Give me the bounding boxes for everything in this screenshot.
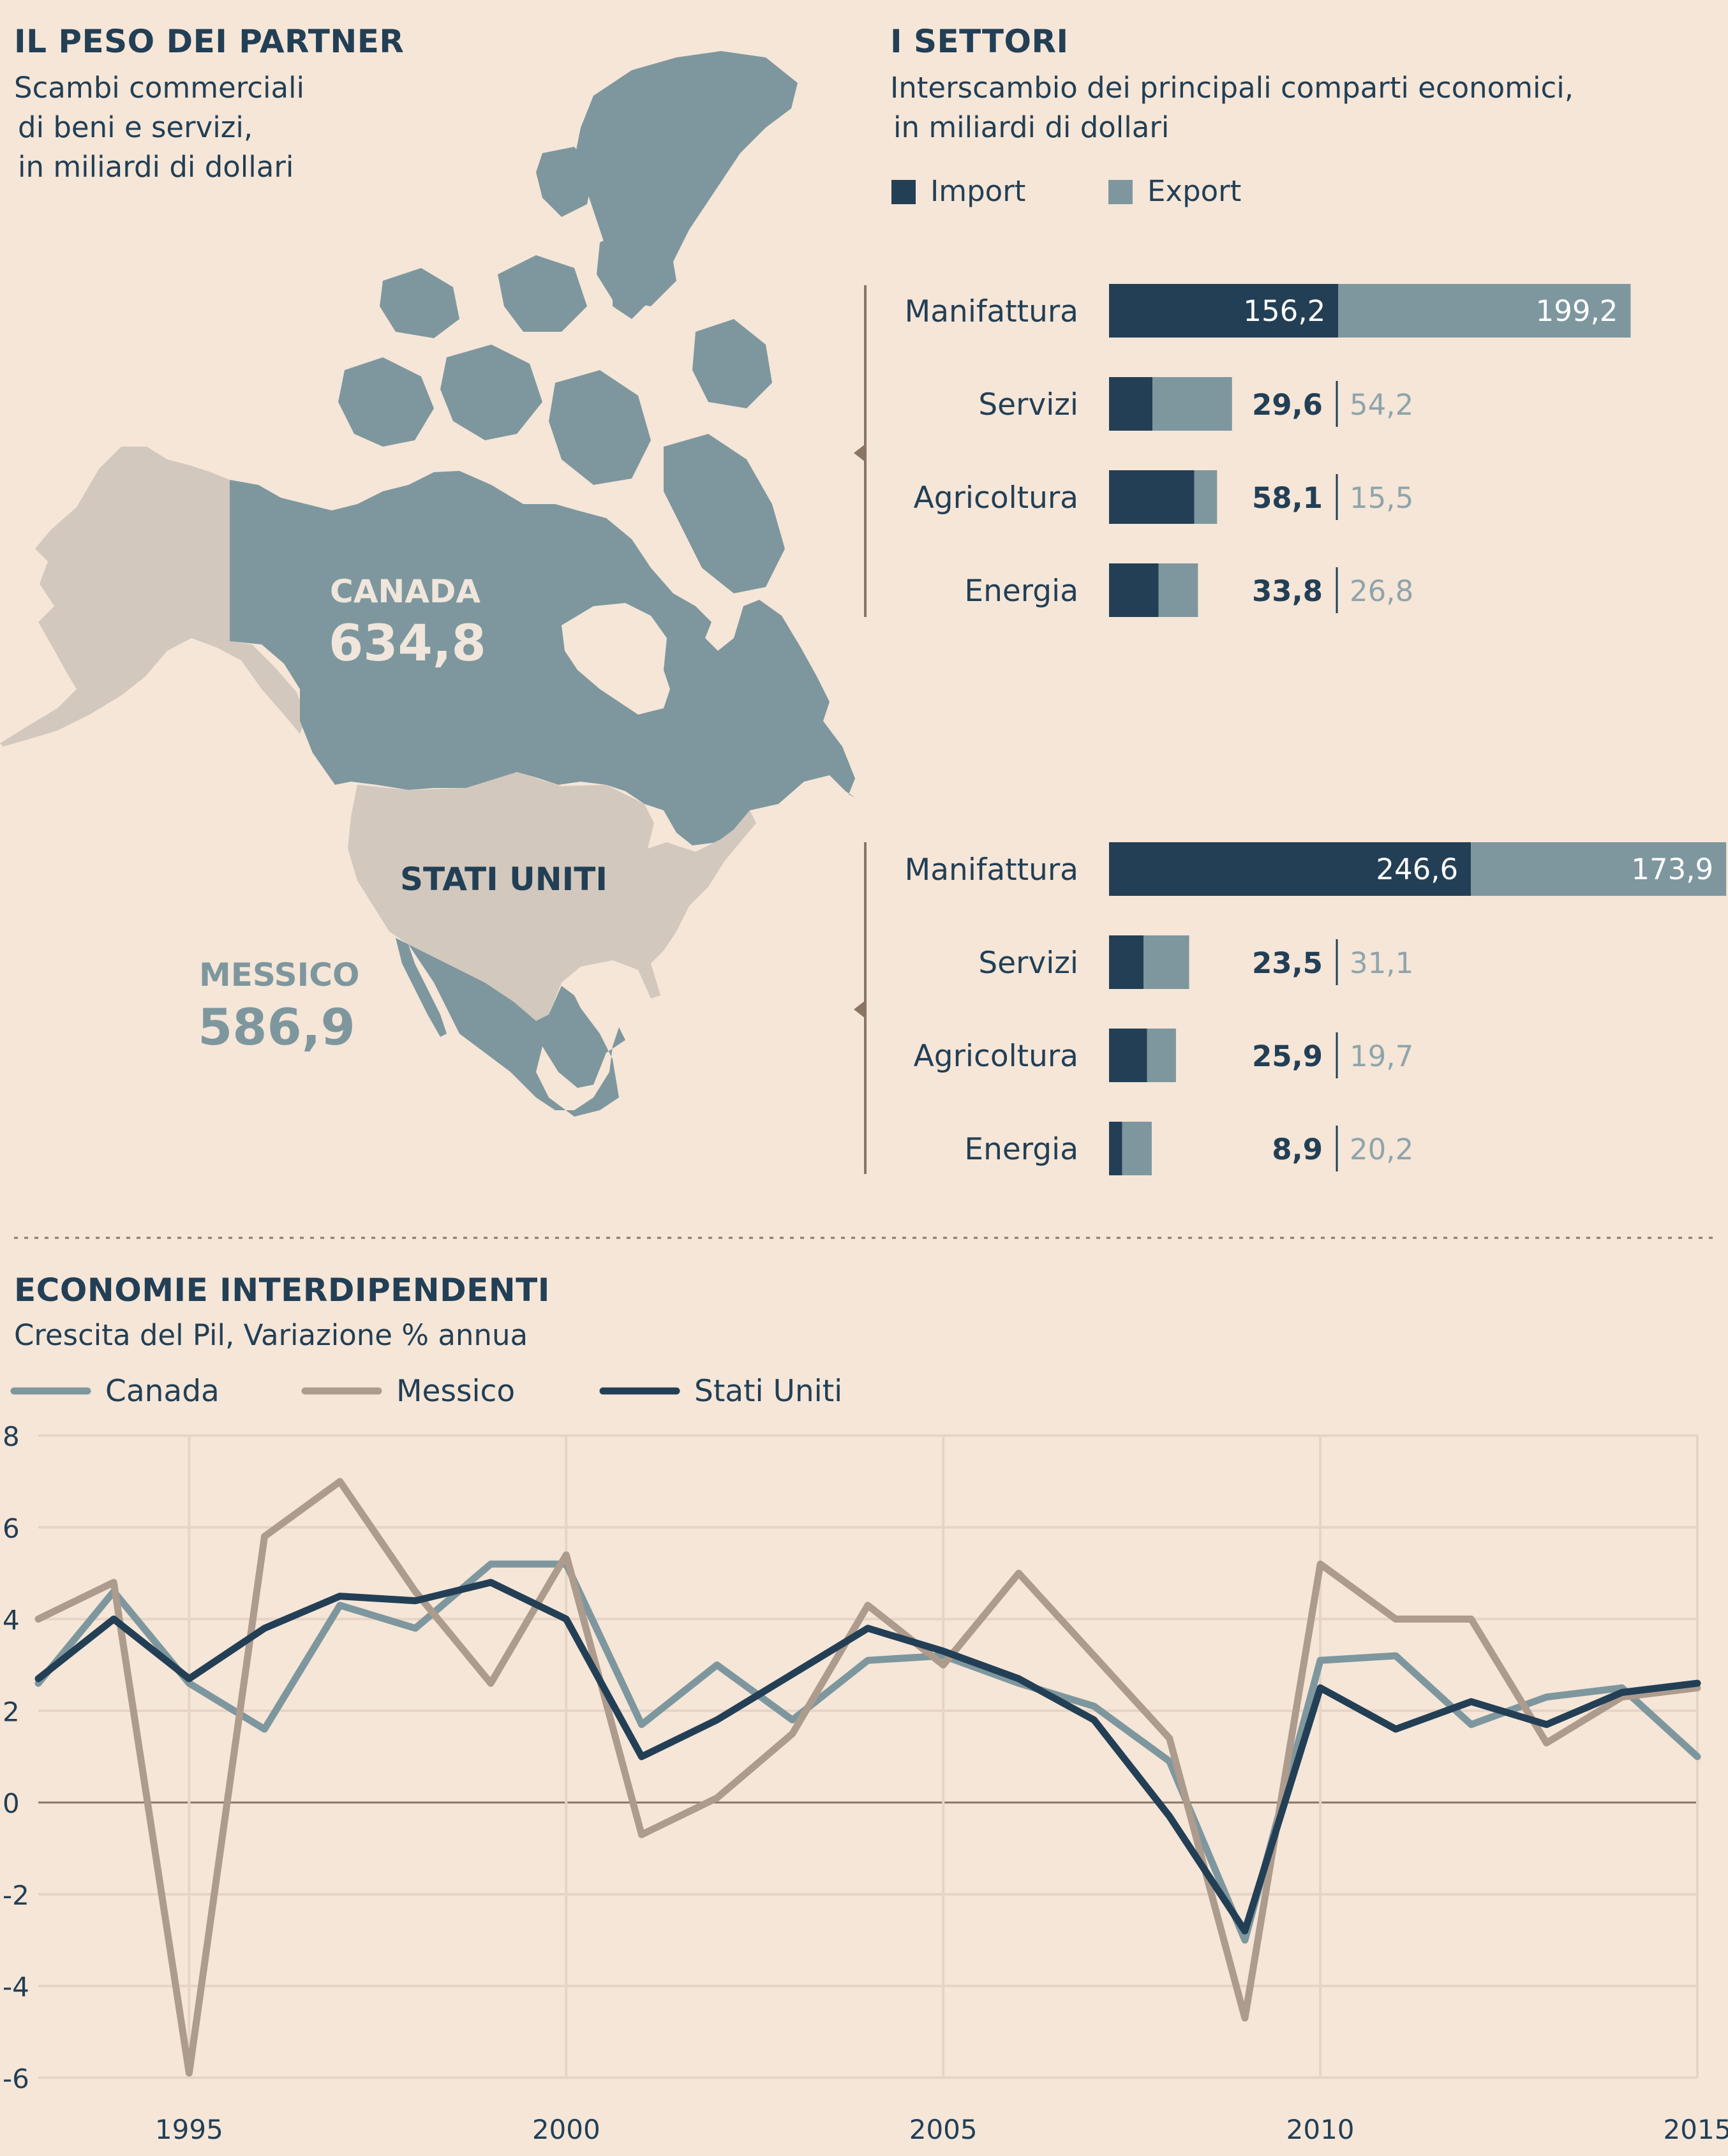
mexico-category-label: Energia: [964, 1132, 1078, 1167]
mexico-export-value: 20,2: [1350, 1133, 1413, 1166]
timeline-title: ECONOMIE INTERDIPENDENTI: [14, 1272, 550, 1309]
canada-import-bar: [1109, 563, 1159, 617]
y-tick-label: -6: [3, 2063, 29, 2094]
canada-export-bar: [1158, 563, 1198, 617]
sector-bars-canada: Manifattura 156,2 199,2 Servizi 29,6 54,2 Agri…: [905, 284, 1631, 617]
sectors-title: I SETTORI: [890, 23, 1069, 60]
y-tick-label: 8: [3, 1421, 20, 1452]
mexico-category-label: Manifattura: [905, 852, 1078, 888]
canada-import-bar: [1109, 284, 1339, 338]
partners-subtitle-1: Scambi commerciali: [14, 71, 305, 105]
canada-export-bar: [1338, 284, 1631, 338]
series-line-messico: [34, 1478, 1701, 2077]
mexico-label: MESSICO: [199, 956, 360, 993]
arctic-islands: [338, 51, 798, 593]
legend-export-label: Export: [1147, 174, 1241, 208]
mexico-import-bar: [1109, 1029, 1147, 1082]
sectors-subtitle-2: in miliardi di dollari: [893, 110, 1170, 144]
legend-label-2: Stati Uniti: [694, 1374, 842, 1409]
y-tick-label: -2: [3, 1880, 29, 1911]
canada-value: 634,8: [329, 615, 486, 673]
canada-label: CANADA: [330, 573, 480, 610]
canada-import-value: 29,6: [1252, 388, 1323, 422]
canada-category-label: Agricoltura: [914, 480, 1078, 516]
mexico-export-value: 31,1: [1350, 946, 1413, 980]
canada-export-value: 199,2: [1536, 294, 1618, 328]
mexico-export-bar: [1122, 1122, 1152, 1175]
timeline-subtitle: Crescita del Pil, Variazione % annua: [14, 1318, 528, 1352]
canada-export-bar: [1152, 377, 1232, 431]
x-tick-label: 2000: [532, 2114, 600, 2145]
bracket-pointer-mexico: [854, 1000, 865, 1018]
mexico-shape: [408, 944, 625, 1117]
mexico-import-value: 246,6: [1376, 852, 1458, 886]
x-tick-label: 2005: [909, 2114, 978, 2145]
mexico-category-label: Agricoltura: [914, 1039, 1078, 1074]
partners-subtitle-2: di beni e servizi,: [18, 110, 253, 144]
canada-category-label: Servizi: [978, 387, 1078, 422]
hudson-bay: [562, 603, 670, 715]
canada-import-bar: [1109, 377, 1153, 431]
canada-category-label: Energia: [964, 574, 1078, 609]
mexico-import-value: 25,9: [1252, 1039, 1323, 1073]
mexico-import-value: 8,9: [1272, 1133, 1323, 1166]
mexico-value: 586,9: [198, 999, 355, 1057]
y-tick-label: 4: [3, 1605, 20, 1636]
series-line-stati-uniti: [34, 1579, 1701, 1935]
x-tick-label: 2010: [1286, 2114, 1355, 2145]
canada-export-value: 26,8: [1350, 574, 1413, 608]
north-america-map: [0, 51, 855, 1117]
gdp-line-chart: 8 6 4 2 0 -2 -4 -6 1995 2000 2005 2010 2015: [3, 1421, 1728, 2145]
legend-import-label: Import: [930, 174, 1025, 208]
line-chart-legend: Canada Messico Stati Uniti: [10, 1374, 842, 1409]
usa-shape: [348, 772, 756, 1021]
mexico-export-value: 19,7: [1350, 1039, 1413, 1073]
mexico-import-bar: [1109, 1122, 1122, 1175]
canada-import-value: 33,8: [1252, 574, 1323, 608]
partners-subtitle-3: in miliardi di dollari: [18, 150, 294, 184]
y-tick-label: 6: [3, 1513, 20, 1544]
mexico-import-bar: [1109, 842, 1471, 896]
canada-import-bar: [1109, 470, 1195, 524]
canada-shape: [230, 471, 855, 845]
canada-import-value: 58,1: [1252, 481, 1323, 515]
legend-import-swatch: [891, 180, 916, 204]
sector-bars-mexico: Manifattura 246,6 173,9 Servizi 23,5 31,1 Agri…: [905, 842, 1727, 1175]
legend-label-1: Messico: [396, 1374, 515, 1409]
legend-label-0: Canada: [105, 1374, 220, 1409]
canada-category-label: Manifattura: [905, 294, 1078, 329]
y-tick-label: 2: [3, 1696, 20, 1727]
baja-california-shape: [396, 938, 447, 1037]
mexico-export-bar: [1147, 1029, 1176, 1082]
mexico-export-bar: [1471, 842, 1727, 896]
bracket-pointer-canada: [854, 444, 865, 462]
usa-label: STATI UNITI: [400, 861, 607, 898]
y-tick-label: -4: [3, 1972, 29, 2003]
mexico-export-bar: [1143, 935, 1189, 989]
canada-import-value: 156,2: [1243, 294, 1325, 328]
canada-export-bar: [1194, 470, 1218, 524]
series-line-canada: [34, 1560, 1701, 1944]
mexico-category-label: Servizi: [978, 946, 1078, 981]
y-tick-label: 0: [3, 1788, 20, 1819]
mexico-import-bar: [1109, 935, 1144, 989]
mexico-import-value: 23,5: [1252, 946, 1323, 980]
canada-export-value: 54,2: [1350, 388, 1413, 422]
x-tick-label: 2015: [1664, 2114, 1728, 2145]
canada-export-value: 15,5: [1350, 481, 1413, 515]
x-tick-label: 1995: [155, 2114, 223, 2145]
mexico-export-value: 173,9: [1631, 852, 1713, 886]
partners-title: IL PESO DEI PARTNER: [14, 23, 405, 60]
legend-export-swatch: [1108, 180, 1133, 204]
sectors-subtitle-1: Interscambio dei principali comparti eco…: [890, 71, 1574, 105]
